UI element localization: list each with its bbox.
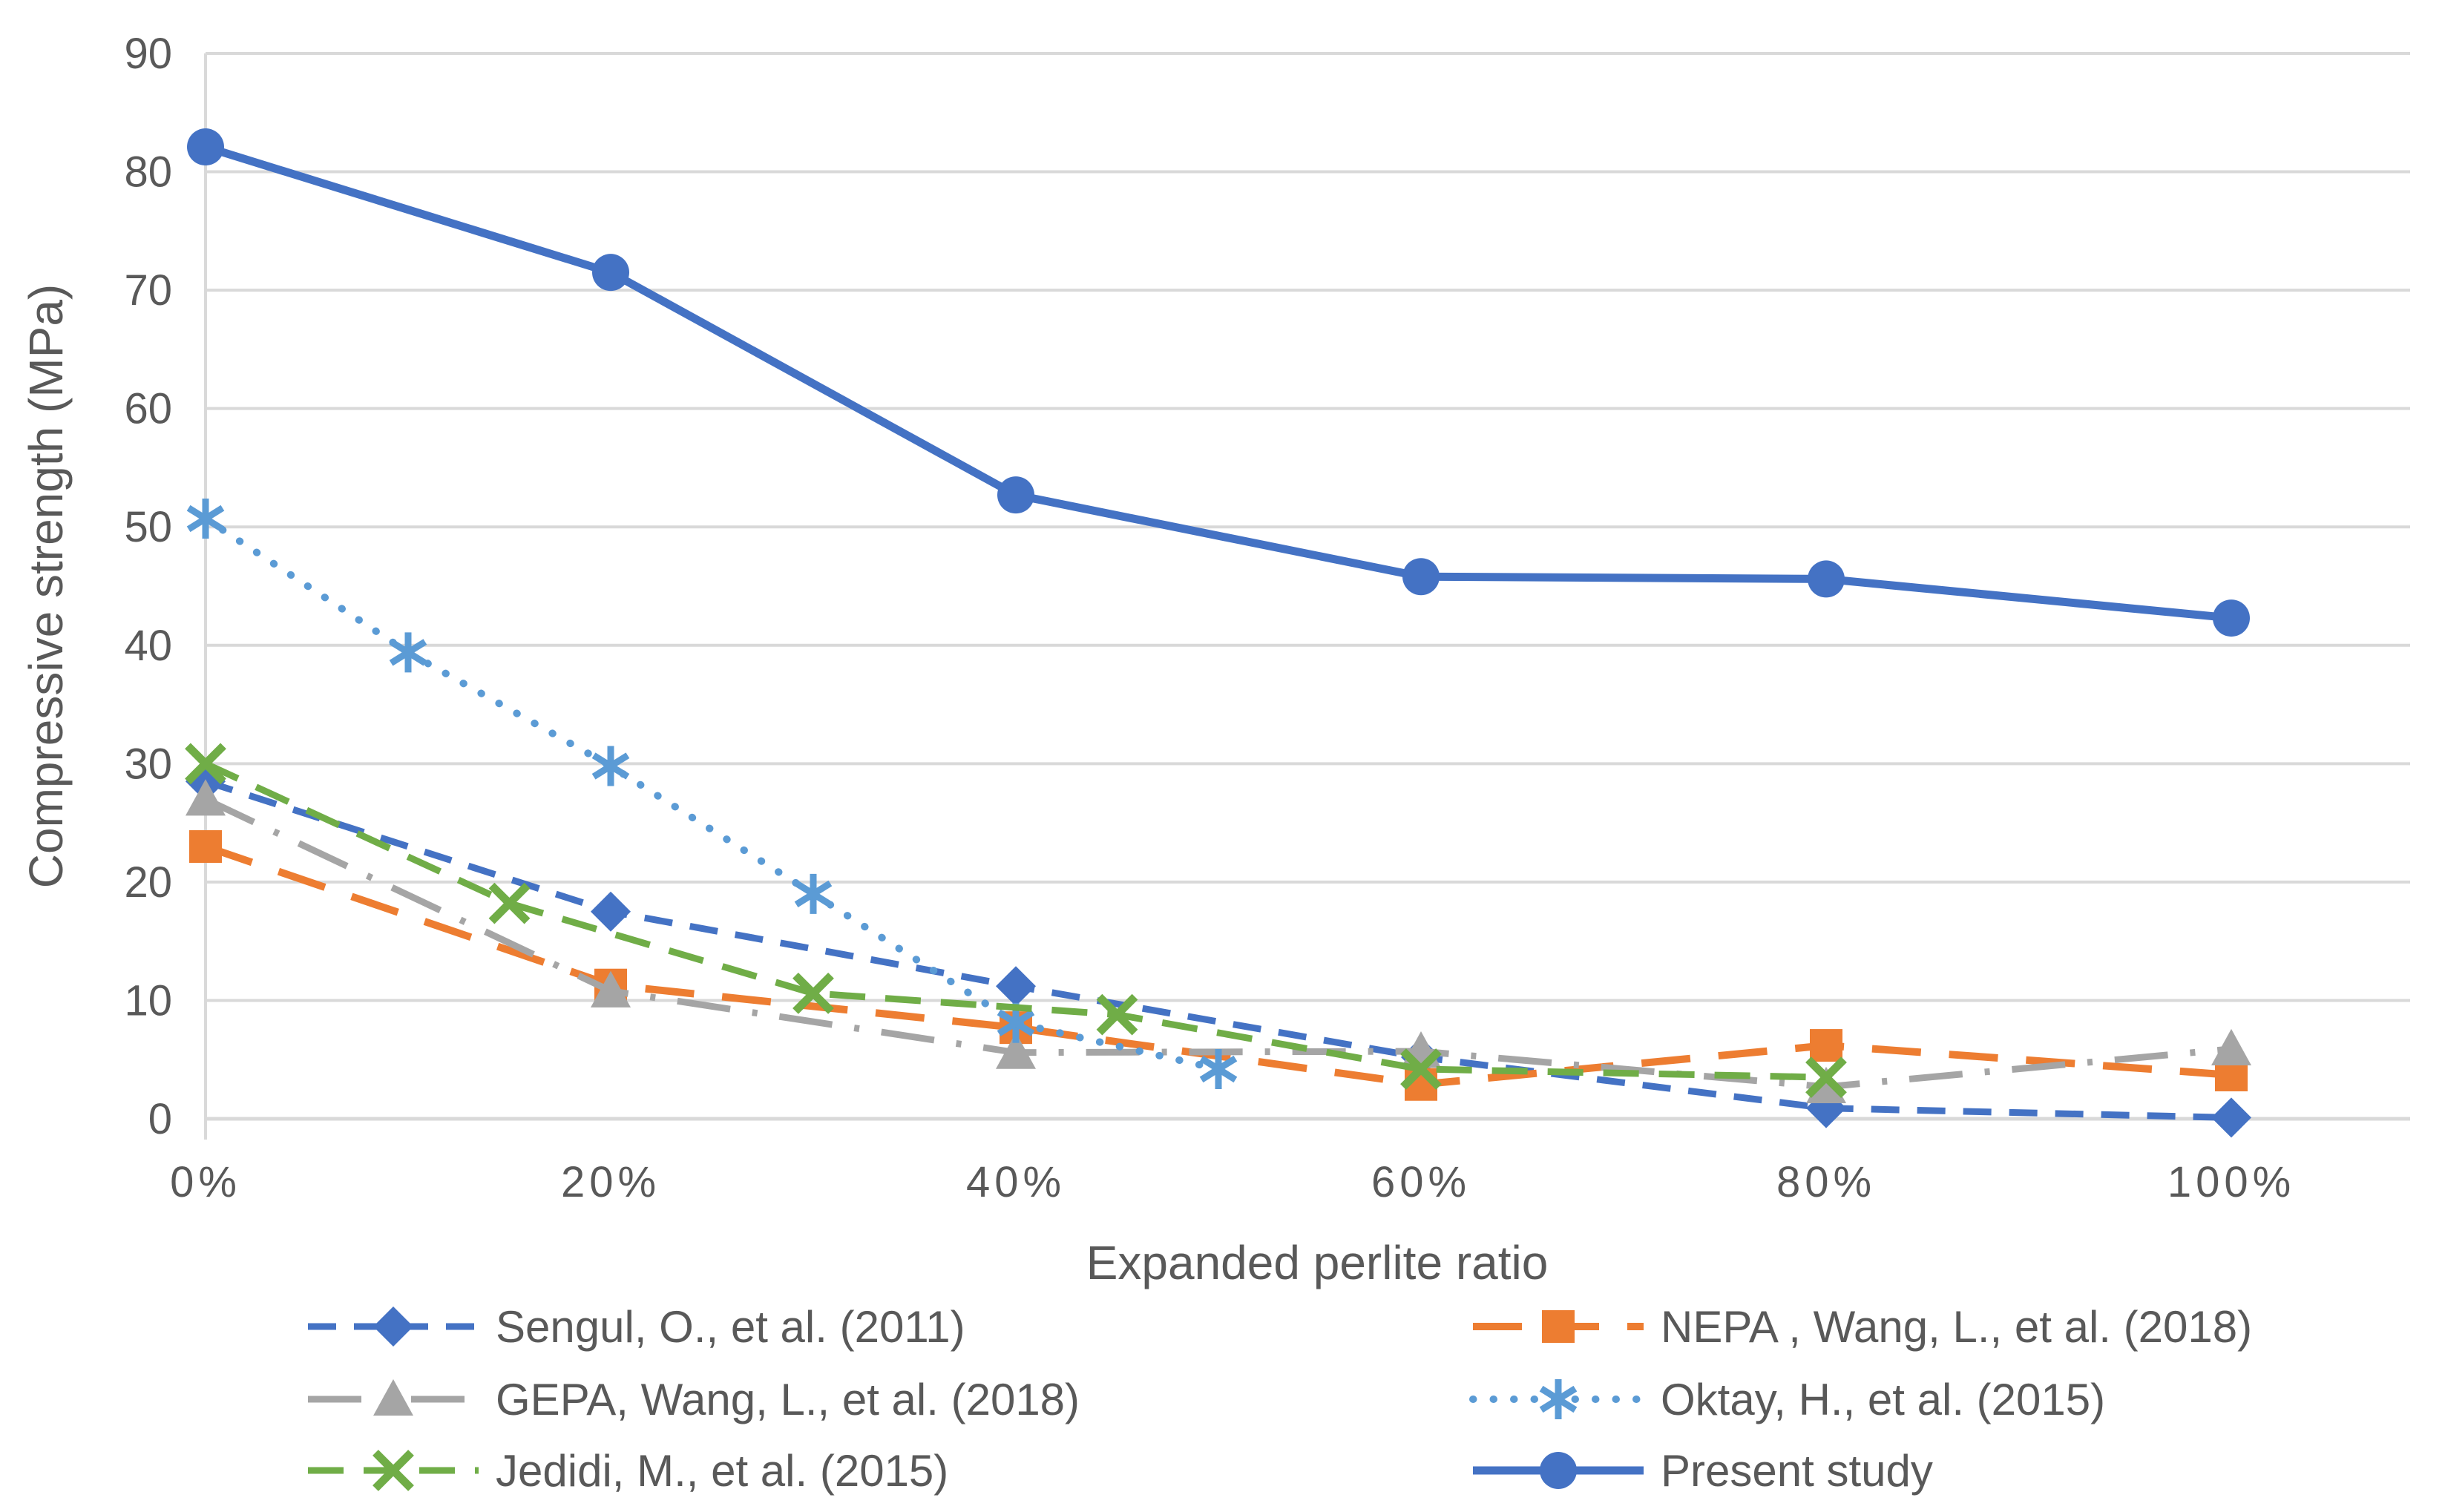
legend-marker-gepa xyxy=(373,1379,413,1416)
series-marker-present-4 xyxy=(1808,560,1845,598)
y-axis-title: Compressive strength (MPa) xyxy=(19,283,73,889)
series-marker-present-3 xyxy=(1402,558,1440,596)
series-marker-gepa-1 xyxy=(591,970,631,1008)
series-marker-jedidi-4 xyxy=(1400,1048,1442,1090)
series-marker-present-5 xyxy=(2213,599,2250,637)
series-marker-oktay-5-arm-2 xyxy=(1199,1055,1238,1083)
series-marker-sengul-1 xyxy=(591,891,631,932)
legend-marker-present xyxy=(1540,1452,1577,1489)
x-tick-label-0%: 0% xyxy=(170,1158,241,1206)
y-tick-label-20: 20 xyxy=(124,858,172,907)
series-marker-gepa-0 xyxy=(186,779,226,816)
legend-label-gepa: GEPA, Wang, L., et al. (2018) xyxy=(496,1375,1080,1424)
y-tick-label-40: 40 xyxy=(124,622,172,670)
legend-label-nepa: NEPA , Wang, L., et al. (2018) xyxy=(1661,1302,2252,1352)
series-marker-present-0 xyxy=(187,128,224,166)
legend-marker-jedidi xyxy=(373,1450,414,1491)
legend-label-jedidi: Jedidi, M., et al. (2015) xyxy=(496,1446,948,1496)
series-marker-jedidi-2 xyxy=(792,972,834,1014)
y-tick-label-50: 50 xyxy=(124,503,172,551)
series-marker-jedidi-3 xyxy=(1096,993,1138,1036)
series-line-sengul xyxy=(204,778,2232,1121)
series-marker-sengul-2 xyxy=(996,966,1036,1007)
legend-label-oktay: Oktay, H., et al. (2015) xyxy=(1661,1375,2105,1424)
y-tick-label-70: 70 xyxy=(124,266,172,315)
series-marker-sengul-5 xyxy=(2211,1097,2251,1138)
legend-marker-nepa xyxy=(1542,1310,1575,1343)
legend-marker-oktay-arm-2 xyxy=(1539,1385,1578,1413)
x-tick-label-60%: 60% xyxy=(1371,1158,1471,1206)
series-marker-oktay-0-arm-2 xyxy=(186,504,225,533)
x-tick-label-100%: 100% xyxy=(2167,1158,2295,1206)
y-tick-label-0: 0 xyxy=(148,1095,172,1143)
x-tick-label-40%: 40% xyxy=(966,1158,1066,1206)
series-marker-present-1 xyxy=(592,254,629,292)
series-marker-gepa-5 xyxy=(2211,1028,2251,1066)
legend-label-present: Present study xyxy=(1661,1446,1933,1496)
series-line-oktay xyxy=(202,515,1222,1073)
series-marker-oktay-4-arm-2 xyxy=(997,1009,1035,1036)
series-marker-oktay-3-arm-2 xyxy=(794,880,833,907)
y-tick-label-90: 90 xyxy=(124,30,172,78)
y-tick-label-10: 10 xyxy=(124,976,172,1025)
series-marker-oktay-2-arm-2 xyxy=(591,752,630,780)
legend-label-sengul: Sengul, O., et al. (2011) xyxy=(496,1302,965,1352)
x-axis-title: Expanded perlite ratio xyxy=(1086,1236,1549,1289)
series-line-present xyxy=(204,142,2232,622)
series-line-jedidi xyxy=(204,760,1827,1081)
series-marker-present-2 xyxy=(997,476,1034,514)
x-tick-label-80%: 80% xyxy=(1776,1158,1876,1206)
series-marker-oktay-1-arm-2 xyxy=(389,639,427,666)
y-tick-label-80: 80 xyxy=(124,148,172,197)
x-tick-label-20%: 20% xyxy=(561,1158,660,1206)
legend-marker-sengul xyxy=(373,1306,413,1347)
series-marker-gepa-2 xyxy=(996,1032,1036,1069)
y-tick-label-60: 60 xyxy=(124,385,172,433)
series-line-gepa xyxy=(204,796,2232,1091)
series-marker-gepa-4 xyxy=(1806,1066,1846,1104)
series-marker-nepa-0 xyxy=(189,830,222,864)
y-tick-label-30: 30 xyxy=(124,740,172,788)
series-marker-jedidi-1 xyxy=(488,882,531,924)
series-marker-jedidi-5 xyxy=(1805,1056,1847,1099)
series-marker-jedidi-0 xyxy=(185,743,226,785)
series-marker-nepa-4 xyxy=(1810,1029,1842,1062)
